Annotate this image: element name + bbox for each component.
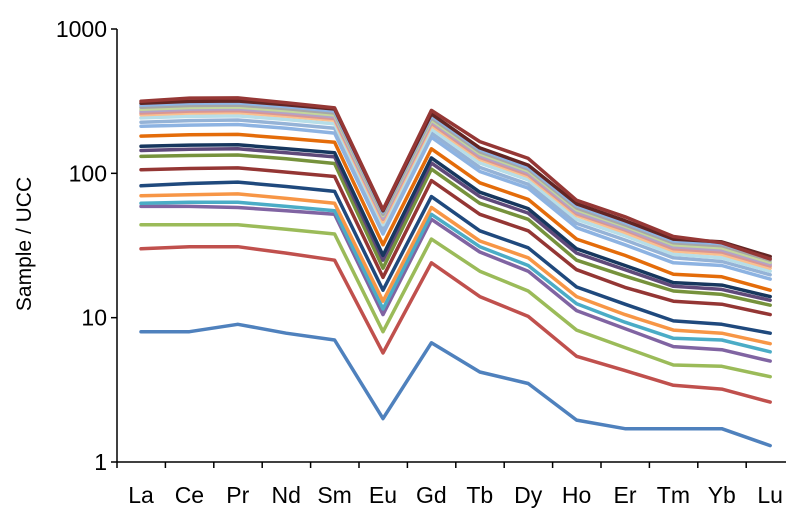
y-axis-title: Sample / UCC <box>13 177 36 311</box>
x-tick-labels: La Ce Pr Nd Sm Eu Gd Tb Dy Ho Er Tm Yb Lu <box>128 482 783 508</box>
series-line-8 <box>139 166 772 317</box>
series-line-6 <box>139 192 772 346</box>
x-tick-label: Er <box>614 482 637 508</box>
series-line-1 <box>139 322 772 448</box>
x-tick-label: Pr <box>226 482 249 508</box>
x-tick-label: Ce <box>175 482 204 508</box>
axes <box>111 28 786 468</box>
x-tick-label: Gd <box>416 482 447 508</box>
series-line-13 <box>139 122 772 281</box>
series-line-22 <box>139 99 772 259</box>
series-line-9 <box>139 153 772 307</box>
series-line-11 <box>139 142 772 299</box>
y-tick-label: 1 <box>94 449 107 475</box>
series-line-7 <box>139 180 772 335</box>
x-tick-label: Lu <box>757 482 783 508</box>
series-line-12 <box>139 132 772 292</box>
y-tick-label: 10 <box>81 305 107 331</box>
series-line-23 <box>139 96 772 261</box>
y-tick-label: 1000 <box>56 16 107 42</box>
series-line-14 <box>139 118 772 277</box>
x-tick-label: Eu <box>369 482 397 508</box>
x-tick-label: La <box>128 482 154 508</box>
series-line-5 <box>139 200 772 354</box>
series-line-2 <box>139 244 772 404</box>
series-line-3 <box>139 223 772 379</box>
y-tick-label: 100 <box>69 160 107 186</box>
y-tick-labels: 1 10 100 1000 <box>56 16 107 475</box>
x-tick-label: Tb <box>466 482 493 508</box>
x-tick-label: Nd <box>271 482 300 508</box>
series-lines <box>139 96 772 448</box>
series-line-4 <box>139 204 772 363</box>
x-tick-label: Sm <box>317 482 352 508</box>
x-tick-label: Yb <box>708 482 736 508</box>
x-tick-label: Dy <box>514 482 543 508</box>
x-tick-label: Tm <box>657 482 690 508</box>
series-line-15 <box>139 114 772 273</box>
x-tick-label: Ho <box>562 482 591 508</box>
series-line-10 <box>139 147 772 303</box>
